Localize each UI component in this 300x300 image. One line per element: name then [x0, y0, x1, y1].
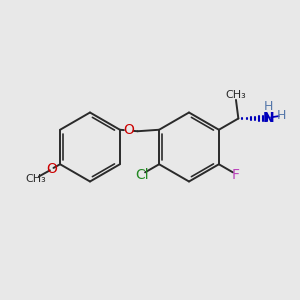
Text: N: N [262, 112, 274, 125]
Text: CH₃: CH₃ [226, 89, 246, 100]
Text: O: O [46, 162, 57, 176]
Text: H: H [277, 109, 286, 122]
Text: F: F [232, 168, 240, 182]
Text: Cl: Cl [136, 168, 149, 182]
Text: CH₃: CH₃ [26, 174, 46, 184]
Text: O: O [123, 124, 134, 137]
Text: H: H [263, 100, 273, 113]
